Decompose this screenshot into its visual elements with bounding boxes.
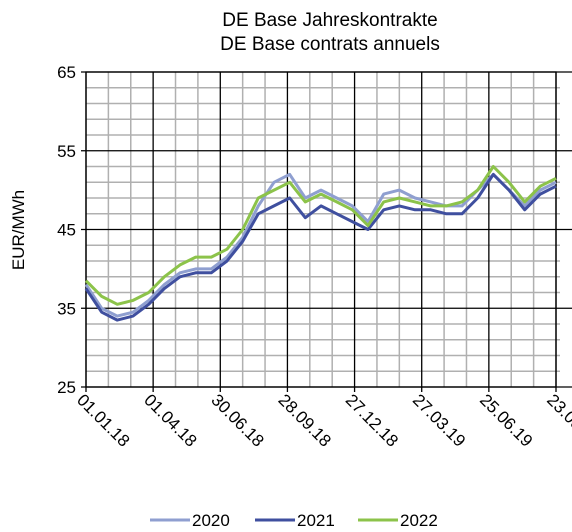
legend-label: 2020 bbox=[192, 511, 230, 530]
y-tick-label: 65 bbox=[57, 63, 76, 82]
y-tick-label: 35 bbox=[57, 299, 76, 318]
data-line bbox=[84, 172, 557, 322]
x-tick-label: 27.12.18 bbox=[342, 390, 402, 450]
y-tick-label: 55 bbox=[57, 142, 76, 161]
legend-label: 2021 bbox=[297, 511, 335, 530]
y-tick-label: 45 bbox=[57, 221, 76, 240]
data-line bbox=[84, 165, 557, 306]
x-tick-label: 23.09.19 bbox=[543, 390, 572, 450]
plot-frame bbox=[85, 71, 557, 388]
x-tick-label: 01.01.18 bbox=[73, 390, 133, 450]
y-tick-label: 25 bbox=[57, 378, 76, 397]
y-axis-label: EUR/MWh bbox=[9, 190, 28, 270]
chart-subtitle: DE Base contrats annuels bbox=[220, 34, 440, 55]
x-tick-label: 01.04.18 bbox=[140, 390, 200, 450]
chart-title: DE Base Jahreskontrakte bbox=[222, 10, 437, 31]
x-tick-label: 30.06.18 bbox=[207, 390, 267, 450]
x-tick-label: 25.06.19 bbox=[476, 390, 536, 450]
x-tick-label: 28.09.18 bbox=[275, 390, 335, 450]
x-tick-label: 27.03.19 bbox=[409, 390, 469, 450]
legend-label: 2022 bbox=[400, 511, 438, 530]
